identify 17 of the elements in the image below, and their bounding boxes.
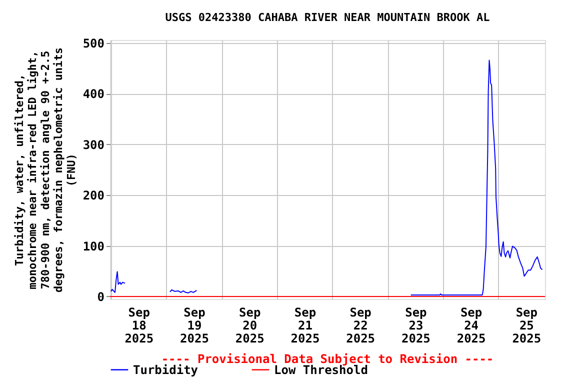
y-tick-label: 400	[82, 87, 104, 102]
x-tick-label: Sep 23 2025	[401, 306, 430, 346]
y-tick-label: 200	[82, 188, 104, 203]
y-tick-label: 500	[82, 36, 104, 51]
x-tick-label: Sep 22 2025	[346, 306, 376, 346]
x-tick-label: Sep 25 2025	[512, 306, 542, 346]
x-tick-label: Sep 21 2025	[290, 306, 320, 346]
y-tick-label: 100	[82, 239, 104, 254]
chart-title: USGS 02423380 CAHABA RIVER NEAR MOUNTAIN BROOK AL	[165, 11, 490, 24]
x-tick-label: Sep 24 2025	[456, 306, 486, 346]
x-tick-label: Sep 19 2025	[180, 306, 209, 346]
x-tick-label: Sep 20 2025	[235, 306, 264, 346]
y-tick-label: 300	[82, 138, 104, 152]
x-tick-label: Sep 18 2025	[124, 306, 154, 346]
legend-label: Turbidity	[133, 362, 198, 377]
y-axis-title: Turbidity, water, unfiltered, monochrome near infra-red LED light, 780-900 nm, detection angle 90 +-2.5 degrees, formazin nephelometric units (FNU)	[12, 47, 78, 293]
y-tick-label: 0	[97, 290, 104, 304]
